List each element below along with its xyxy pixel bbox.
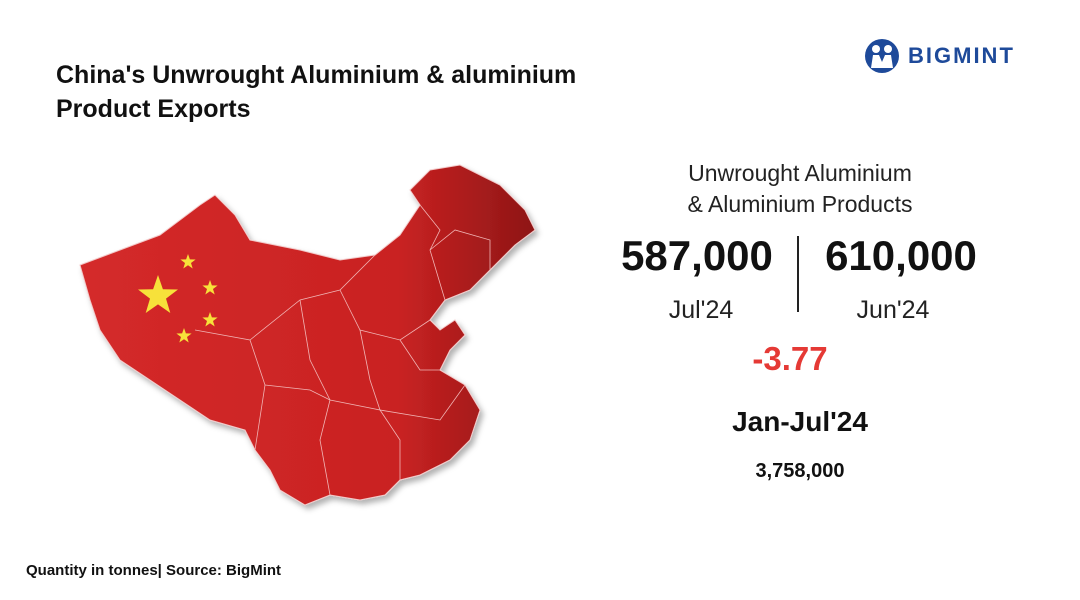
ytd-period: Jan-Jul'24 xyxy=(732,406,868,437)
stat-label-line: & Aluminium Products xyxy=(687,191,913,217)
map-shape xyxy=(79,164,536,506)
flag-star xyxy=(202,312,218,327)
flag-star xyxy=(202,280,218,295)
footnote: Quantity in tonnes| Source: BigMint xyxy=(26,562,282,579)
logo-text: BIGMINT xyxy=(908,43,1015,68)
logo: BIGMINT xyxy=(864,38,1015,74)
logo-icon xyxy=(865,39,899,73)
change-value: -3.77 xyxy=(752,340,828,377)
ytd-value: 3,758,000 xyxy=(755,460,845,482)
title: China's Unwrought Aluminium & aluminium … xyxy=(56,58,576,126)
previous-period: Jun'24 xyxy=(856,296,930,324)
divider xyxy=(797,236,799,312)
china-map xyxy=(79,164,536,506)
province-borders xyxy=(194,204,491,496)
previous-value: 610,000 xyxy=(825,232,977,279)
stat-label: Unwrought Aluminium & Aluminium Products xyxy=(640,158,960,220)
current-value: 587,000 xyxy=(621,232,773,279)
flag-star xyxy=(138,275,178,313)
stat-label-line: Unwrought Aluminium xyxy=(688,160,912,186)
flag-star xyxy=(180,254,196,269)
flag-star xyxy=(176,328,192,343)
title-line: China's Unwrought Aluminium & aluminium xyxy=(56,61,577,89)
title-line: Product Exports xyxy=(56,95,251,123)
current-period: Jul'24 xyxy=(668,296,734,324)
